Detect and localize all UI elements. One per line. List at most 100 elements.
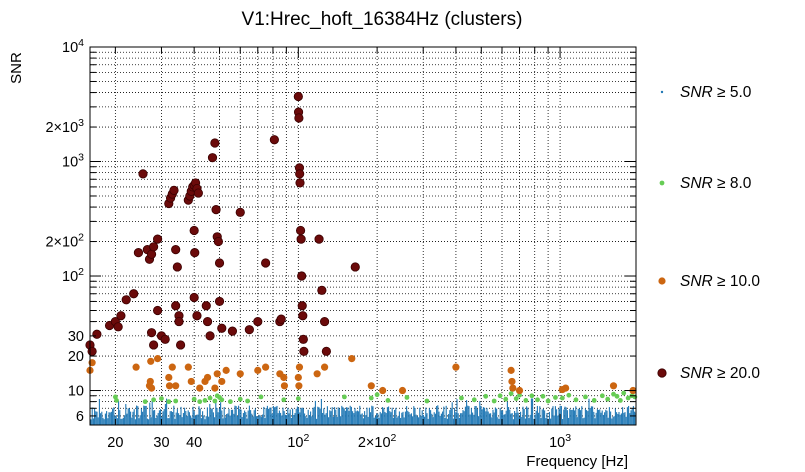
point-snr-20 [153, 305, 163, 316]
point-snr-8 [374, 392, 380, 398]
point-snr-8 [529, 393, 535, 399]
point-snr-10 [147, 357, 155, 365]
point-snr-20 [293, 91, 303, 102]
x-axis-label: Frequency [Hz] [526, 453, 628, 470]
point-snr-20 [214, 296, 225, 307]
point-snr-20 [295, 178, 305, 188]
point-snr-10 [367, 382, 375, 390]
point-snr-20 [201, 301, 211, 311]
point-snr-8 [503, 396, 509, 402]
point-snr-8 [295, 396, 301, 402]
point-snr-10 [295, 363, 304, 371]
point-snr-20 [298, 334, 308, 344]
point-snr-20 [149, 340, 159, 350]
y-tick-label: 102 [62, 266, 84, 285]
point-snr-8 [611, 391, 616, 397]
point-snr-20 [253, 316, 263, 327]
point-snr-20 [113, 322, 123, 332]
point-snr-20 [244, 325, 254, 335]
point-snr-10 [165, 382, 174, 390]
point-snr-10 [262, 363, 270, 371]
point-snr-10 [562, 384, 570, 392]
point-snr-8 [614, 393, 620, 399]
point-snr-8 [385, 397, 391, 403]
point-snr-20 [214, 258, 225, 268]
point-snr-8 [545, 398, 551, 404]
point-snr-20 [276, 314, 286, 324]
snr-5-noise-band [90, 398, 637, 425]
point-snr-10 [280, 382, 289, 390]
legend-label: SNR ≥ 10.0 [680, 273, 760, 290]
point-snr-20 [190, 248, 200, 258]
legend-marker [659, 180, 665, 186]
scatter-points [85, 91, 638, 405]
point-snr-20 [189, 225, 199, 236]
point-snr-8 [227, 399, 233, 405]
x-tick-label: 103 [549, 432, 571, 451]
point-snr-8 [342, 394, 347, 400]
legend-label: SNR ≥ 20.0 [680, 365, 760, 382]
point-snr-8 [497, 393, 503, 399]
point-snr-8 [151, 397, 157, 403]
y-tick-label: 10 [68, 384, 84, 400]
y-axis-ticks: 6 10 20 30 102 2×102 103 2×103 104 [45, 37, 636, 426]
point-snr-8 [159, 396, 164, 402]
point-snr-20 [153, 234, 163, 244]
point-snr-8 [212, 398, 218, 404]
point-snr-10 [187, 377, 195, 386]
point-snr-10 [165, 373, 173, 382]
legend-marker [660, 90, 664, 94]
point-snr-8 [197, 399, 203, 405]
y-tick-label: 103 [62, 152, 84, 171]
point-snr-20 [217, 323, 227, 333]
point-snr-10 [507, 366, 515, 374]
plot-frame [89, 46, 637, 426]
point-snr-8 [424, 398, 430, 404]
point-snr-20 [192, 311, 202, 321]
point-snr-20 [210, 138, 220, 148]
point-snr-10 [236, 370, 244, 378]
point-snr-8 [599, 393, 605, 399]
point-snr-8 [573, 397, 579, 403]
point-snr-10 [254, 366, 262, 374]
legend: SNR ≥ 5.0 SNR ≥ 8.0 SNR ≥ 10.0 SNR ≥ 20.0 [657, 84, 760, 382]
point-snr-8 [605, 396, 611, 402]
point-snr-10 [222, 366, 230, 374]
point-snr-8 [625, 395, 631, 401]
point-snr-10 [379, 386, 387, 395]
legend-label: SNR ≥ 8.0 [680, 175, 752, 192]
point-snr-8 [237, 396, 243, 402]
point-snr-20 [319, 316, 330, 327]
y-tick-label: 30 [68, 329, 84, 345]
x-tick-label: 20 [107, 435, 123, 451]
point-snr-10 [320, 363, 329, 371]
point-snr-20 [87, 346, 97, 356]
x-axis-ticks: 20 30 40 102 2×102 103 [107, 47, 571, 451]
y-tick-label: 6 [76, 409, 84, 425]
point-snr-10 [313, 370, 321, 378]
point-snr-20 [296, 234, 306, 244]
point-snr-10 [509, 384, 517, 392]
point-snr-8 [471, 397, 477, 403]
point-snr-10 [280, 373, 288, 382]
point-snr-20 [129, 289, 139, 299]
point-snr-8 [553, 395, 558, 400]
y-tick-label: 2×102 [45, 232, 84, 251]
point-snr-20 [297, 301, 307, 311]
point-snr-8 [404, 395, 410, 400]
point-snr-20 [211, 205, 221, 215]
legend-marker [658, 277, 666, 285]
point-snr-10 [213, 370, 221, 378]
point-snr-20 [149, 242, 159, 252]
point-snr-20 [314, 234, 324, 244]
point-snr-20 [146, 328, 157, 338]
point-snr-20 [205, 331, 215, 341]
point-snr-10 [146, 377, 154, 386]
x-tick-label: 2×102 [358, 432, 397, 451]
point-snr-20 [261, 258, 271, 268]
point-snr-8 [114, 397, 119, 403]
point-snr-10 [294, 373, 302, 382]
point-snr-10 [211, 384, 219, 392]
point-snr-8 [245, 398, 250, 404]
